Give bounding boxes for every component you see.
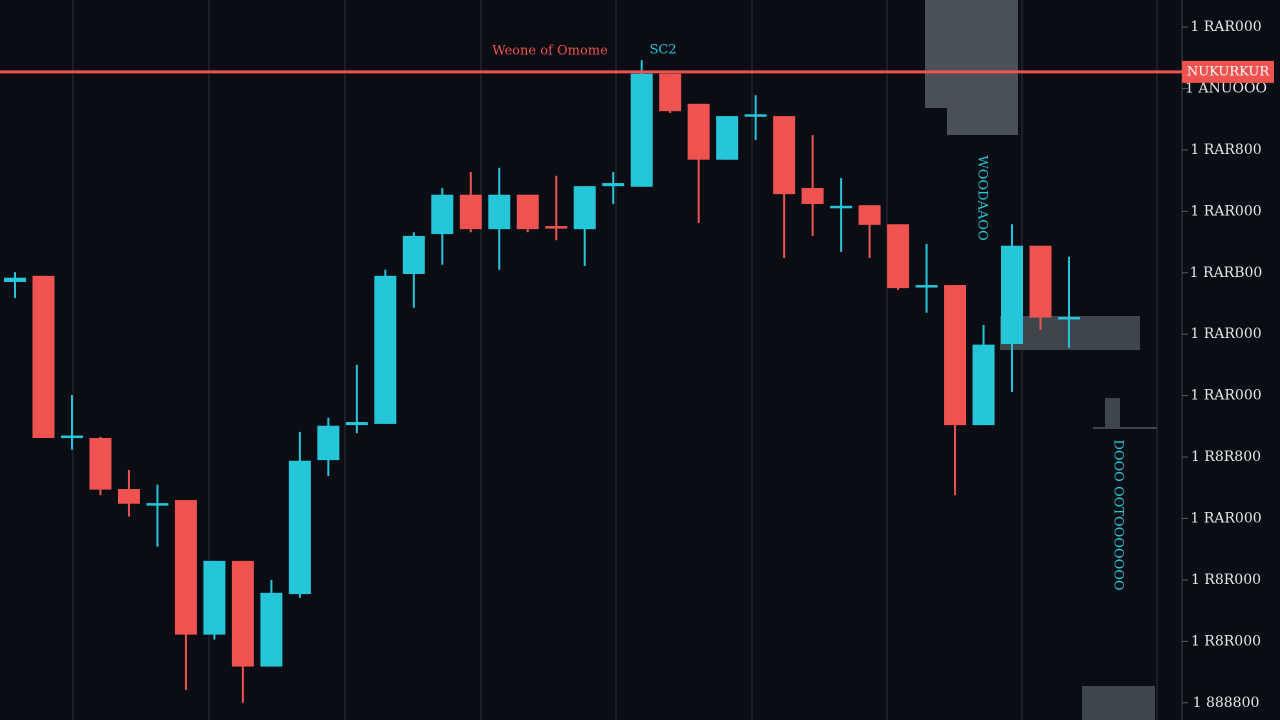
candle-body [117,489,140,504]
y-tick-label: 1 RAR800 [1190,142,1261,158]
vertical-grid [72,0,1158,720]
y-tick-label: 1 R8R000 [1191,633,1261,649]
candle-body [573,186,596,230]
candle-body [972,344,995,426]
candle-body [630,73,653,187]
candle-body [345,422,368,426]
y-tick-label: 1 RAR000 [1190,510,1261,526]
candle-body [288,460,311,595]
y-tick-label: 1 888800 [1193,695,1260,711]
candle-body [858,205,881,225]
y-tick-label: 1 RAR000 [1190,388,1261,404]
candle-body [317,425,340,461]
candle-body [231,560,254,667]
candle-body [1001,245,1024,345]
candle-body [659,73,682,112]
price-label-box [1182,60,1274,83]
y-tick-label: 1 ANUOOO [1185,80,1267,96]
y-tick-label: 1 R8R000 [1191,572,1261,588]
overlay-box [925,0,1018,135]
candle-body [1058,316,1080,320]
candle-body [4,277,26,282]
candle-body [32,275,55,439]
candle-body [545,226,568,229]
candle-body [687,103,710,160]
candle-body [146,503,169,506]
overlay-box [1082,686,1155,720]
candle-body [830,205,853,209]
candle-body [459,194,482,230]
y-tick-label: 1 R8R800 [1191,449,1261,465]
overlay-box [1105,398,1120,428]
candle-body [773,116,796,195]
candle-body [516,194,539,230]
candle-body [203,560,226,635]
candle-body [174,500,197,635]
candle-body [488,194,511,230]
annotation: SC2 [649,43,676,58]
candle-body [716,116,739,160]
annotation: WOODAAOO [975,155,990,240]
candle-body [431,194,454,235]
candle-body [60,435,83,439]
candle-body [260,592,283,667]
candle-body [944,285,967,426]
candle-body [744,114,767,117]
candle-body [1029,245,1052,318]
y-tick-label: 1 RARB00 [1190,265,1263,281]
y-tick-label: 1 RAR000 [1190,19,1261,35]
candle-body [887,224,910,289]
candle-body [801,187,824,204]
candle-body [402,235,425,274]
price-label: NUKURKUR [1187,64,1271,79]
candle-body [374,275,397,424]
candle-body [602,183,625,187]
annotation: DOOO OOTOOOOOOO [1111,439,1126,590]
y-tick-label: 1 RAR000 [1190,326,1261,342]
candle-body [915,285,938,288]
overlay-boxes [925,0,1157,720]
candle-body [89,438,112,490]
y-tick-label: 1 RAR000 [1190,203,1261,219]
annotation: Weone of Omome [492,44,608,59]
